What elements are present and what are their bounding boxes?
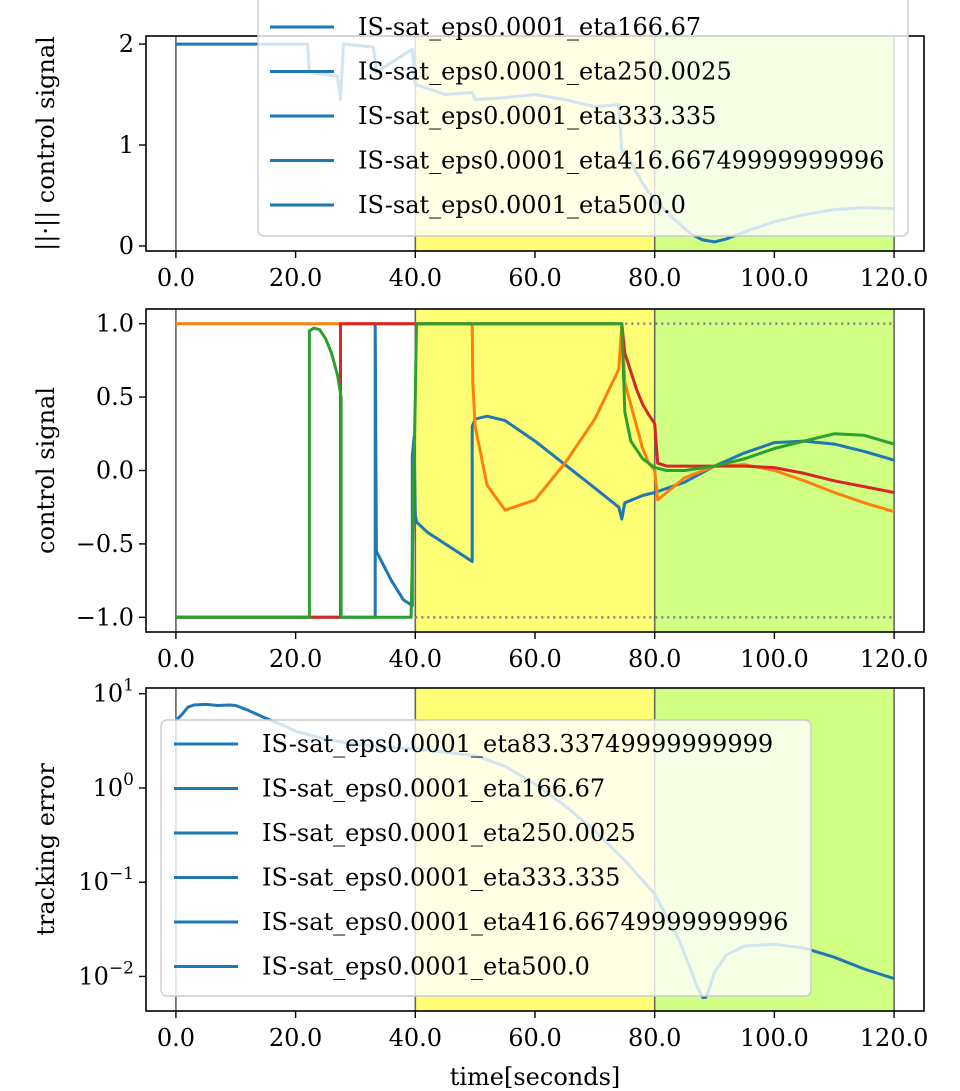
y-tick-exponent: 1 [123, 676, 134, 696]
y-tick-label: 101 [93, 676, 134, 708]
x-tick-label: 80.0 [628, 1024, 681, 1052]
x-tick-label: 80.0 [628, 264, 681, 292]
y-tick-label: 0.5 [96, 383, 134, 411]
x-tick-label: 0.0 [157, 645, 195, 673]
y-tick-label: 10−2 [78, 958, 134, 990]
legend-entry-5: IS-sat_eps0.0001_eta416.66749999999996 [262, 908, 788, 936]
shaded-region-1 [415, 309, 655, 632]
legend-entry-3: IS-sat_eps0.0001_eta333.335 [358, 102, 716, 130]
y-tick-label: 1 [119, 131, 134, 159]
legend-3: IS-sat_eps0.0001_eta83.33749999999999 IS-… [160, 719, 812, 997]
y-tick-label: −0.5 [76, 530, 134, 558]
y-tick-label: −1.0 [76, 603, 134, 631]
series-line-1 [175, 322, 895, 619]
y-tick-base: 10 [78, 868, 109, 896]
y-tick-base: 10 [93, 680, 124, 708]
legend-entry-1: IS-sat_eps0.0001_eta166.67 [358, 13, 701, 41]
y-tick-label: 0 [119, 232, 134, 260]
y-tick-exponent: −2 [109, 958, 134, 978]
x-tick-label: 0.0 [157, 1024, 195, 1052]
x-tick-label: 100.0 [740, 645, 809, 673]
x-tick-label: 120.0 [860, 264, 929, 292]
x-tick-label: 120.0 [860, 1024, 929, 1052]
x-tick-label: 20.0 [269, 645, 322, 673]
y-tick-label: 1.0 [96, 310, 134, 338]
x-tick-label: 60.0 [508, 1024, 561, 1052]
legend-entry-4: IS-sat_eps0.0001_eta416.66749999999996 [358, 147, 884, 175]
legend-box [160, 719, 812, 997]
x-tick-label: 40.0 [389, 645, 442, 673]
legend-entry-2: IS-sat_eps0.0001_eta166.67 [262, 775, 605, 803]
legend-box [257, 0, 909, 237]
x-tick-label: 40.0 [389, 1024, 442, 1052]
y-axis-label: tracking error [32, 763, 60, 936]
x-tick-label: 100.0 [740, 1024, 809, 1052]
y-tick-label: 10−1 [78, 864, 134, 896]
x-tick-label: 20.0 [269, 264, 322, 292]
y-tick-label: 0.0 [96, 457, 134, 485]
legend-entry-4: IS-sat_eps0.0001_eta333.335 [262, 864, 620, 892]
x-tick-label: 100.0 [740, 264, 809, 292]
legend-1: IS-sat_eps0.0001_eta166.67 IS-sat_eps0.00… [257, 0, 909, 237]
y-tick-exponent: −1 [109, 864, 134, 884]
legend-entry-3: IS-sat_eps0.0001_eta250.0025 [262, 819, 636, 847]
x-axis-label: time[seconds] [450, 1063, 621, 1091]
y-tick-base: 10 [78, 962, 109, 990]
y-axis-label: control signal [32, 387, 60, 554]
series-line-4 [175, 322, 895, 619]
legend-entry-1: IS-sat_eps0.0001_eta83.33749999999999 [262, 730, 773, 758]
x-tick-label: 80.0 [628, 645, 681, 673]
y-tick-exponent: 0 [123, 770, 134, 790]
legend-entry-6: IS-sat_eps0.0001_eta500.0 [262, 953, 590, 981]
x-tick-label: 60.0 [508, 264, 561, 292]
plot-area [175, 309, 895, 632]
legend-entry-2: IS-sat_eps0.0001_eta250.0025 [358, 58, 732, 86]
x-tick-label: 60.0 [508, 645, 561, 673]
legend-entry-5: IS-sat_eps0.0001_eta500.0 [358, 191, 686, 219]
y-axis-label: ||·|| control signal [32, 36, 61, 251]
x-tick-label: 120.0 [860, 645, 929, 673]
y-tick-label: 100 [93, 770, 134, 802]
panel-2: 0.0 20.0 40.0 60.0 80.0 100.0 120.0 1.0 0.5 0.0 −0… [32, 308, 929, 673]
y-tick-base: 10 [93, 774, 124, 802]
x-tick-label: 40.0 [389, 264, 442, 292]
y-tick-label: 2 [119, 30, 134, 58]
x-tick-label: 0.0 [157, 264, 195, 292]
x-tick-label: 20.0 [269, 1024, 322, 1052]
